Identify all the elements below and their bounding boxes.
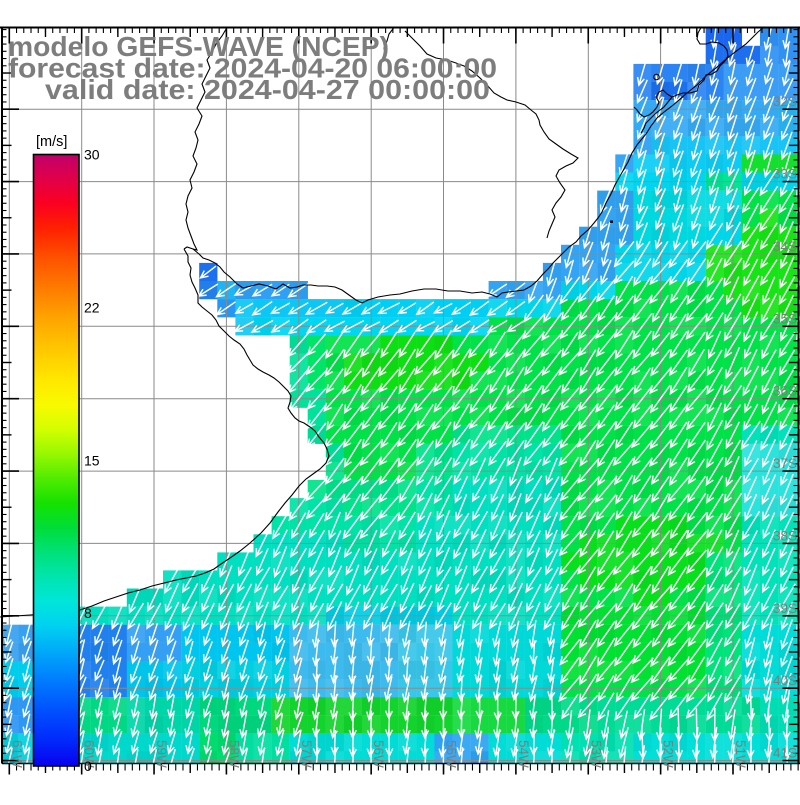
- svg-text:forecast date: 2024-04-20 06:0: forecast date: 2024-04-20 06:00:00: [8, 53, 497, 84]
- svg-text:56W: 56W: [371, 740, 386, 768]
- svg-text:39S: 39S: [773, 601, 797, 616]
- svg-text:60W: 60W: [82, 740, 97, 768]
- svg-text:36S: 36S: [773, 384, 797, 399]
- svg-text:52W: 52W: [661, 740, 676, 768]
- svg-text:35S: 35S: [773, 311, 797, 326]
- svg-text:53W: 53W: [588, 740, 603, 768]
- svg-text:40S: 40S: [773, 673, 797, 688]
- svg-text:valid date: 2024-04-27 00:00:0: valid date: 2024-04-27 00:00:00: [45, 74, 490, 105]
- svg-text:modelo GEFS-WAVE (NCEP): modelo GEFS-WAVE (NCEP): [8, 31, 389, 62]
- svg-text:15: 15: [84, 452, 100, 468]
- svg-text:34S: 34S: [773, 239, 797, 254]
- svg-text:57W: 57W: [299, 740, 314, 768]
- svg-text:8: 8: [84, 605, 92, 621]
- svg-text:58W: 58W: [226, 740, 241, 768]
- svg-text:33S: 33S: [773, 167, 797, 182]
- svg-text:30: 30: [84, 147, 100, 163]
- svg-text:22: 22: [84, 299, 100, 315]
- svg-text:55W: 55W: [444, 740, 459, 768]
- svg-text:0: 0: [84, 758, 92, 774]
- svg-text:38S: 38S: [773, 528, 797, 543]
- svg-text:[m/s]: [m/s]: [36, 134, 67, 150]
- svg-text:41S: 41S: [773, 746, 797, 761]
- svg-text:51W: 51W: [733, 740, 748, 768]
- svg-text:59W: 59W: [154, 740, 169, 768]
- svg-text:61W: 61W: [9, 740, 24, 768]
- svg-text:54W: 54W: [516, 740, 531, 768]
- svg-text:37S: 37S: [773, 456, 797, 471]
- svg-text:32S: 32S: [773, 94, 797, 109]
